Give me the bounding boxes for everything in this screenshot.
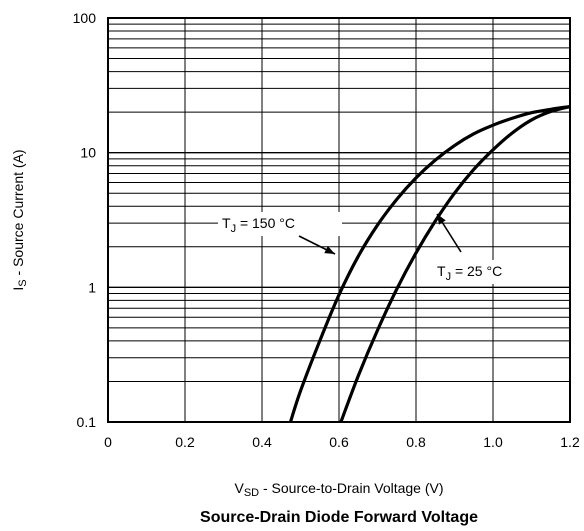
series-label-tj-150c-arrowhead — [324, 245, 335, 254]
x-tick-label: 0 — [104, 434, 112, 450]
x-tick-label: 1.2 — [560, 434, 580, 450]
y-tick-labels: 0.1 1 10 100 — [73, 10, 97, 430]
x-tick-label: 1.0 — [483, 434, 503, 450]
series-layer — [288, 104, 571, 423]
annotation-layer: TJ = 150 °C TJ = 25 °C — [218, 212, 557, 284]
y-tick-label: 10 — [80, 145, 96, 161]
chart-title: Source-Drain Diode Forward Voltage — [200, 509, 478, 526]
series-label-tj-150c-backdrop — [218, 212, 342, 236]
x-tick-label: 0.2 — [175, 434, 195, 450]
y-tick-label: 100 — [73, 10, 97, 26]
x-tick-label: 0.8 — [406, 434, 426, 450]
y-axis-label: IS - Source Current (A) — [10, 149, 29, 290]
plot-frame — [107, 17, 571, 423]
x-axis-label: VSD - Source-to-Drain Voltage (V) — [234, 480, 443, 499]
y-tick-label: 1 — [88, 279, 96, 295]
x-tick-label: 0.6 — [329, 434, 349, 450]
series-label-tj-25c: TJ = 25 °C — [437, 263, 502, 283]
series-label-tj-25c-arrowhead — [437, 214, 446, 225]
y-tick-label: 0.1 — [77, 414, 97, 430]
series-line-tj-25c — [339, 104, 571, 423]
series-line-tj-150c — [288, 104, 571, 423]
series-label-tj-25c-backdrop — [433, 260, 557, 284]
x-tick-label: 0.4 — [252, 434, 272, 450]
series-label-tj-150c: TJ = 150 °C — [222, 215, 295, 235]
x-tick-labels: 0 0.2 0.4 0.6 0.8 1.0 1.2 — [104, 434, 580, 450]
